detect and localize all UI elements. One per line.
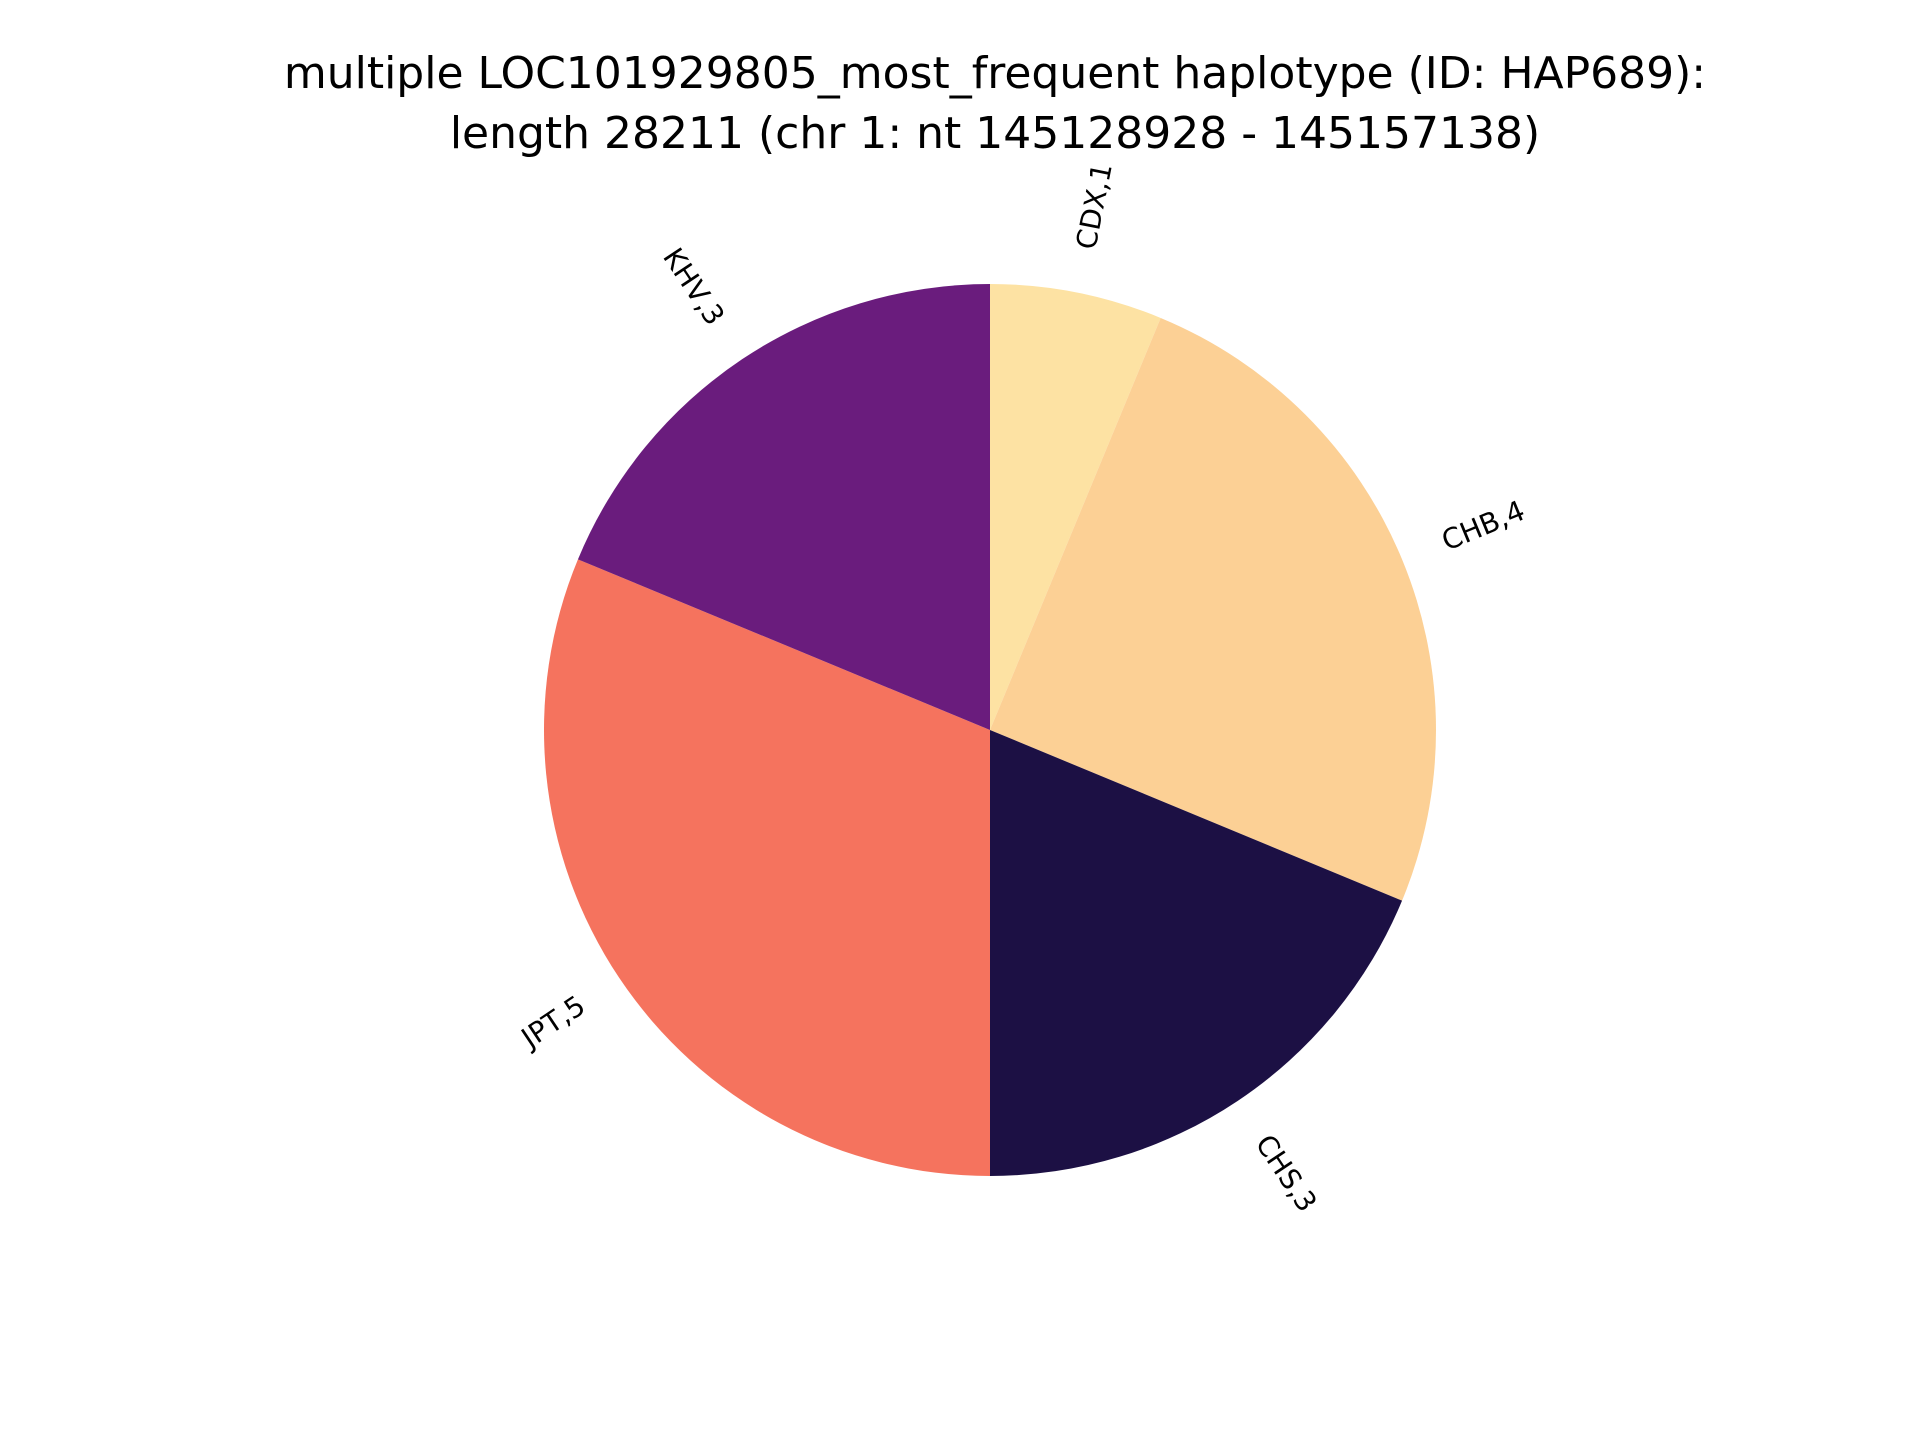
pie-slice-cdx xyxy=(990,284,1161,730)
slice-label-chb: CHB,4 xyxy=(1437,494,1530,558)
chart-title-line-1: multiple LOC101929805_most_frequent hapl… xyxy=(284,48,1706,99)
chart-title: multiple LOC101929805_most_frequent hapl… xyxy=(284,48,1706,159)
pie-slices xyxy=(543,284,1437,1176)
chart-title-line-2: length 28211 (chr 1: nt 145128928 - 1451… xyxy=(450,108,1540,159)
slice-label-chs: CHS,3 xyxy=(1249,1129,1324,1218)
pie-slice-jpt xyxy=(543,559,990,1176)
slice-label-khv: KHV,3 xyxy=(656,242,731,331)
pie-slice-khv xyxy=(577,284,990,730)
slice-label-jpt: JPT,5 xyxy=(514,989,591,1056)
slice-label-cdx: CDX,1 xyxy=(1070,160,1119,252)
pie-slice-chb xyxy=(990,317,1437,901)
pie-slice-chs xyxy=(990,730,1403,1176)
